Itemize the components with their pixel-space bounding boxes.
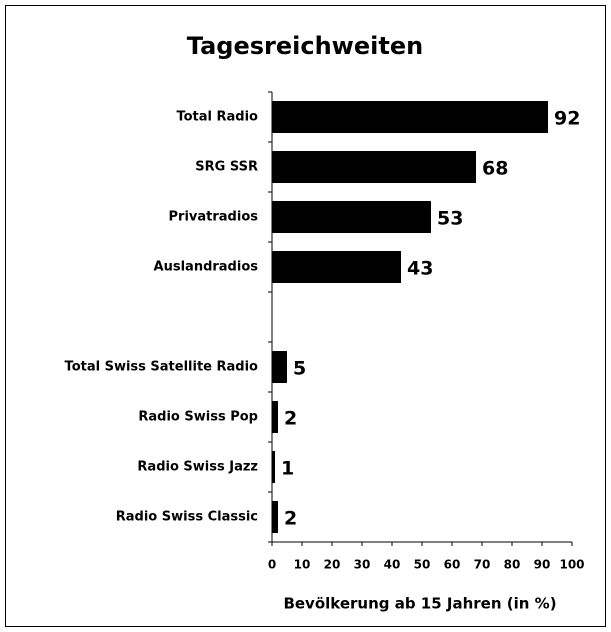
chart-title: Tagesreichweiten — [187, 32, 423, 60]
x-tick-label: 60 — [444, 558, 461, 572]
bar — [272, 101, 548, 133]
value-label: 2 — [284, 408, 297, 430]
value-label: 68 — [482, 158, 508, 180]
bar — [272, 501, 278, 533]
x-tick-label: 40 — [384, 558, 401, 572]
bar — [272, 201, 431, 233]
x-tick-label: 20 — [324, 558, 341, 572]
x-tick-label: 90 — [534, 558, 551, 572]
value-label: 1 — [281, 458, 294, 480]
bar — [272, 401, 278, 433]
value-label: 5 — [293, 358, 306, 380]
y-tick-label: Auslandradios — [154, 260, 259, 275]
x-tick-label: 30 — [354, 558, 371, 572]
y-tick-label: Privatradios — [169, 210, 259, 225]
x-tick-label: 0 — [268, 558, 276, 572]
value-label: 43 — [407, 258, 433, 280]
bar — [272, 251, 401, 283]
value-label: 53 — [437, 208, 463, 230]
y-tick-label: Total Radio — [176, 110, 258, 125]
x-tick-label: 80 — [504, 558, 521, 572]
y-tick-label: Radio Swiss Pop — [138, 410, 258, 425]
x-tick-label: 70 — [474, 558, 491, 572]
y-tick-label: Radio Swiss Classic — [116, 510, 258, 525]
y-tick-label: SRG SSR — [195, 160, 258, 175]
frame — [5, 5, 606, 627]
value-label: 2 — [284, 508, 297, 530]
y-tick-label: Total Swiss Satellite Radio — [65, 360, 259, 375]
bar — [272, 151, 476, 183]
x-tick-label: 10 — [294, 558, 311, 572]
x-axis-label: Bevölkerung ab 15 Jahren (in %) — [283, 595, 556, 613]
y-tick-label: Radio Swiss Jazz — [137, 460, 258, 475]
x-tick-label: 50 — [414, 558, 431, 572]
value-label: 92 — [554, 108, 580, 130]
x-tick-label: 100 — [559, 558, 584, 572]
bar — [272, 451, 275, 483]
bar — [272, 351, 287, 383]
